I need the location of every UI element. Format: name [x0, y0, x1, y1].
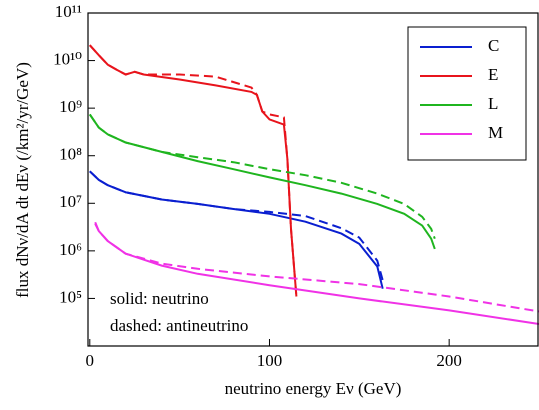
series-line — [89, 170, 384, 289]
series-line-dashed — [89, 44, 298, 297]
series-line — [88, 113, 436, 250]
x-tick-label: 100 — [257, 351, 283, 370]
series-line-dashed — [88, 113, 436, 240]
annotation: solid: neutrino — [110, 289, 209, 308]
series-line-dashed — [89, 170, 384, 281]
series-line — [94, 223, 539, 325]
y-tick-label: 10⁷ — [59, 192, 82, 211]
plot-frame — [87, 12, 539, 347]
y-tick-label: 10⁸ — [59, 145, 82, 164]
plot-lines — [88, 44, 539, 325]
legend-label: M — [488, 123, 503, 142]
y-axis-label: flux dNν/dA dt dEν (/km²/yr/GeV) — [13, 62, 32, 298]
y-tick-label: 10¹¹ — [55, 2, 82, 21]
y-tick-label: 10⁶ — [59, 240, 82, 259]
y-tick-label: 10⁵ — [59, 287, 82, 306]
x-axis-label: neutrino energy Eν (GeV) — [225, 379, 402, 398]
legend-label: E — [488, 65, 498, 84]
legend-label: C — [488, 36, 499, 55]
series-line — [89, 44, 298, 297]
x-tick-label: 200 — [436, 351, 462, 370]
y-tick-label: 10⁹ — [59, 97, 82, 116]
annotation: dashed: antineutrino — [110, 316, 248, 335]
x-tick-label: 0 — [86, 351, 95, 370]
series-line-dashed — [94, 221, 539, 313]
y-tick-label: 10¹⁰ — [53, 49, 82, 68]
legend-box — [407, 26, 527, 161]
legend-label: L — [488, 94, 498, 113]
